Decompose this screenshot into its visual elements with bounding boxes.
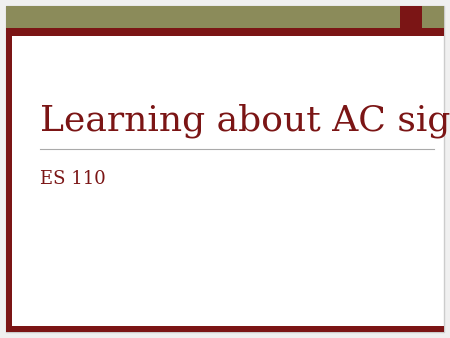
Bar [6, 326, 444, 332]
Bar [6, 36, 12, 332]
Bar [422, 6, 444, 28]
Text: Learning about AC signals: Learning about AC signals [40, 104, 450, 138]
Text: ES 110: ES 110 [40, 170, 106, 188]
Bar [6, 6, 400, 28]
Bar [6, 28, 444, 36]
Bar [400, 6, 422, 28]
